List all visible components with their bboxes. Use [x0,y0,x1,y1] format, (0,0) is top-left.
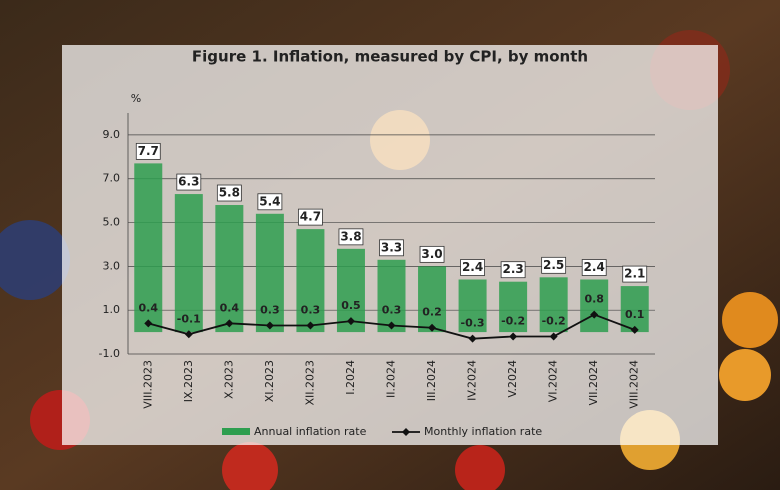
value-label: 2.4 [584,260,605,274]
value-label: 3.8 [340,229,361,243]
y-tick-label: 3.0 [103,259,121,272]
x-tick-label: VI.2024 [547,360,560,402]
marker [225,319,234,328]
value-label: 0.5 [341,299,361,312]
bar [620,286,649,333]
x-tick-label: XI.2023 [263,360,276,402]
value-label: 2.1 [624,267,645,281]
legend-swatch [402,428,410,436]
y-tick-label: 5.0 [103,216,121,229]
y-tick-label: 1.0 [103,303,121,316]
value-label: -0.2 [501,314,525,327]
marker [346,317,355,326]
x-tick-label: IV.2024 [466,360,479,401]
value-label-box [338,228,364,246]
legend-label: Monthly inflation rate [424,425,542,438]
value-label-box [541,256,567,274]
x-tick-label: III.2024 [425,360,438,401]
value-label: 3.0 [421,247,442,261]
bar [174,194,203,333]
marker [549,332,558,341]
marker [630,325,639,334]
value-label-box [460,259,485,276]
x-tick-label: XII.2023 [303,360,316,406]
marker [468,334,477,343]
marker [387,321,396,330]
x-tick-label: I.2024 [344,360,357,395]
bar [580,279,609,333]
value-label: -0.3 [461,317,485,330]
value-label: 6.3 [178,175,199,189]
marker [184,330,193,339]
bar [215,205,244,333]
y-tick-label: 9.0 [103,128,121,141]
value-label-box [216,184,242,202]
y-tick-label: 7.0 [103,172,121,185]
bar [458,279,487,333]
chart-title: Figure 1. Inflation, measured by CPI, by… [192,48,588,66]
value-label: 2.3 [502,262,523,276]
y-axis-label: % [131,92,141,105]
y-tick-label: -1.0 [99,347,120,360]
marker [144,319,153,328]
marker [306,321,315,330]
bar [539,277,568,333]
bar [377,259,406,333]
value-label: 0.1 [625,308,645,321]
x-tick-label: VIII.2023 [141,360,154,409]
value-label: 0.2 [422,306,442,319]
value-label: 3.3 [381,240,402,254]
value-label-box [257,193,283,211]
value-label: 5.4 [259,194,280,208]
marker [428,323,437,332]
value-label: 0.4 [139,301,159,314]
legend-swatch [222,428,250,435]
value-label: 0.4 [220,301,240,314]
x-tick-label: X.2023 [222,360,235,399]
marker [265,321,274,330]
x-tick-label: V.2024 [506,360,519,398]
marker [509,332,518,341]
value-label: 0.3 [301,304,321,317]
value-label-box [622,265,648,283]
x-tick-label: VIII.2024 [628,360,641,409]
value-label-box [500,261,526,279]
bar [255,213,284,333]
value-label-box [379,239,404,257]
value-label: 0.3 [260,304,280,317]
value-label: 0.8 [584,293,604,306]
bar [134,163,163,333]
value-label: -0.2 [542,314,566,327]
bar [296,229,325,333]
value-label: -0.1 [177,312,201,325]
value-label: 2.4 [462,260,483,274]
bar [418,266,447,333]
value-label: 7.7 [138,144,159,158]
x-tick-label: IX.2023 [182,360,195,402]
value-label-box [135,142,161,160]
value-label: 0.3 [382,304,402,317]
marker [590,310,599,319]
value-label: 2.5 [543,258,564,272]
value-label-box [176,173,202,191]
x-tick-label: VII.2024 [587,360,600,406]
x-tick-label: II.2024 [385,360,398,398]
value-label: 4.7 [300,210,321,224]
value-label-box [298,208,323,226]
value-label-box [419,245,445,263]
value-label-box [581,259,607,276]
legend-label: Annual inflation rate [254,425,367,438]
bar [499,281,528,333]
value-label: 5.8 [219,186,240,200]
